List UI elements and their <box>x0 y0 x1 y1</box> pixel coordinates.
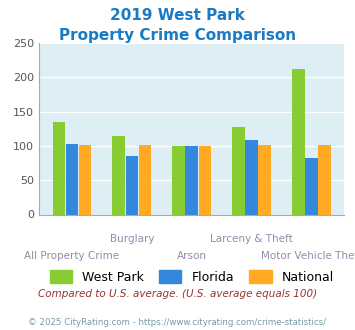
Bar <box>305 158 318 214</box>
Text: All Property Crime: All Property Crime <box>24 250 120 261</box>
Legend: West Park, Florida, National: West Park, Florida, National <box>50 270 334 284</box>
Bar <box>113 136 125 214</box>
Bar <box>232 127 245 214</box>
Text: Burglary: Burglary <box>110 234 154 244</box>
Bar <box>172 146 185 214</box>
Text: Motor Vehicle Theft: Motor Vehicle Theft <box>261 250 355 261</box>
Text: Property Crime Comparison: Property Crime Comparison <box>59 28 296 43</box>
Bar <box>258 145 271 214</box>
Bar <box>53 122 65 214</box>
Bar <box>66 144 78 214</box>
Bar <box>198 146 211 214</box>
Bar <box>292 69 305 215</box>
Bar <box>139 145 151 214</box>
Text: Arson: Arson <box>177 250 207 261</box>
Bar <box>318 145 331 214</box>
Text: Larceny & Theft: Larceny & Theft <box>210 234 293 244</box>
Text: 2019 West Park: 2019 West Park <box>110 8 245 23</box>
Bar <box>245 140 258 214</box>
Text: Compared to U.S. average. (U.S. average equals 100): Compared to U.S. average. (U.S. average … <box>38 289 317 299</box>
Bar <box>126 156 138 215</box>
Bar <box>79 145 91 214</box>
Text: © 2025 CityRating.com - https://www.cityrating.com/crime-statistics/: © 2025 CityRating.com - https://www.city… <box>28 318 327 327</box>
Bar <box>185 146 198 214</box>
